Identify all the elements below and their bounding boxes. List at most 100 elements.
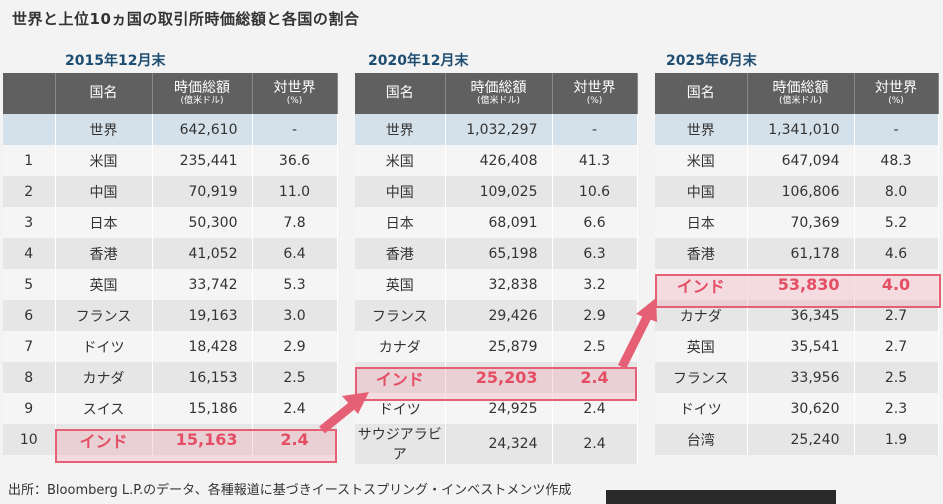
- table-row: 6 フランス 19,163 3.0: [3, 300, 338, 331]
- cell-country: フランス: [655, 362, 748, 393]
- cell-country: 米国: [55, 145, 153, 176]
- cell-share: 3.2: [552, 269, 638, 300]
- cell-cap: 109,025: [445, 176, 553, 207]
- header-share: 対世界 (%): [252, 73, 338, 114]
- cell-rank: 3: [3, 207, 56, 238]
- cell-share: 2.7: [854, 331, 939, 362]
- cell-cap: 33,956: [747, 362, 855, 393]
- cell-cap: 106,806: [747, 176, 855, 207]
- arrow-2020-to-2025: [617, 298, 657, 370]
- cell-country: 英国: [55, 269, 153, 300]
- cell-cap: 32,838: [445, 269, 553, 300]
- cell-share: 2.9: [252, 331, 338, 362]
- cell-cap: 18,428: [152, 331, 253, 362]
- cell-country: 香港: [355, 238, 446, 269]
- table-row: フランス 33,956 2.5: [655, 362, 939, 393]
- table-row: 4 香港 41,052 6.4: [3, 238, 338, 269]
- cell-share: 2.4: [552, 393, 638, 424]
- cell-share: -: [252, 114, 338, 145]
- cell-country: スイス: [55, 393, 153, 424]
- cell-cap: 15,186: [152, 393, 253, 424]
- cell-cap: 29,426: [445, 300, 553, 331]
- header-share: 対世界 (%): [854, 73, 939, 114]
- header-country: 国名: [355, 73, 446, 114]
- cell-country: ドイツ: [55, 331, 153, 362]
- table-row: 台湾 25,240 1.9: [655, 424, 939, 455]
- cell-share: 7.8: [252, 207, 338, 238]
- cell-share: 10.6: [552, 176, 638, 207]
- cell-country: 英国: [655, 331, 748, 362]
- cell-cap: 1,341,010: [747, 114, 855, 145]
- arrow-2015-to-2020: [319, 392, 369, 434]
- table-row: 英国 35,541 2.7: [655, 331, 939, 362]
- cell-share: 5.2: [854, 207, 939, 238]
- cell-rank: 5: [3, 269, 56, 300]
- period-label-2015: 2015年12月末: [65, 53, 166, 69]
- cell-cap: 235,441: [152, 145, 253, 176]
- cell-rank: 4: [3, 238, 56, 269]
- table-row: 香港 65,198 6.3: [355, 238, 638, 269]
- header-rank: [3, 73, 56, 114]
- presenter-video-thumbnail: [606, 490, 836, 504]
- cell-country: ドイツ: [655, 393, 748, 424]
- source-footnote: 出所：Bloomberg L.P.のデータ、各種報道に基づきイーストスプリング・…: [8, 483, 572, 498]
- table-row: 7 ドイツ 18,428 2.9: [3, 331, 338, 362]
- table-row: 英国 32,838 3.2: [355, 269, 638, 300]
- cell-cap: 50,300: [152, 207, 253, 238]
- cell-share: 2.5: [552, 331, 638, 362]
- cell-rank: 10: [3, 424, 56, 455]
- cell-cap: 24,324: [445, 424, 553, 464]
- cell-cap: 1,032,297: [445, 114, 553, 145]
- table-row: 5 英国 33,742 5.3: [3, 269, 338, 300]
- table-row: 8 カナダ 16,153 2.5: [3, 362, 338, 393]
- table-row: ドイツ 24,925 2.4: [355, 393, 638, 424]
- cell-share: 4.6: [854, 238, 939, 269]
- cell-share: 6.6: [552, 207, 638, 238]
- cell-cap: 642,610: [152, 114, 253, 145]
- cell-rank: 7: [3, 331, 56, 362]
- table-row: 香港 61,178 4.6: [655, 238, 939, 269]
- header-cap: 時価総額 (億米ドル): [445, 73, 553, 114]
- table-row: 1 米国 235,441 36.6: [3, 145, 338, 176]
- period-label-2020: 2020年12月末: [368, 53, 469, 69]
- cell-country: 香港: [55, 238, 153, 269]
- cell-country: 米国: [655, 145, 748, 176]
- table-header-row: 国名 時価総額 (億米ドル) 対世界 (%): [355, 73, 638, 114]
- india-highlight-box-2020: [355, 367, 637, 401]
- table-header-row: 国名 時価総額 (億米ドル) 対世界 (%): [3, 73, 338, 114]
- cell-country: 日本: [655, 207, 748, 238]
- cell-cap: 25,879: [445, 331, 553, 362]
- table-row: カナダ 25,879 2.5: [355, 331, 638, 362]
- cell-country: 米国: [355, 145, 446, 176]
- cell-cap: 19,163: [152, 300, 253, 331]
- cell-country: カナダ: [655, 300, 748, 331]
- cell-share: -: [854, 114, 939, 145]
- cell-share: 8.0: [854, 176, 939, 207]
- cell-cap: 30,620: [747, 393, 855, 424]
- table-header-row: 国名 時価総額 (億米ドル) 対世界 (%): [655, 73, 939, 114]
- cell-cap: 70,919: [152, 176, 253, 207]
- table-row-world: 世界 642,610 -: [3, 114, 338, 145]
- cell-share: 36.6: [252, 145, 338, 176]
- cell-rank: 8: [3, 362, 56, 393]
- table-row: 2 中国 70,919 11.0: [3, 176, 338, 207]
- header-cap: 時価総額 (億米ドル): [152, 73, 253, 114]
- cell-country: 中国: [55, 176, 153, 207]
- cell-cap: 61,178: [747, 238, 855, 269]
- table-row: 日本 70,369 5.2: [655, 207, 939, 238]
- cell-country: フランス: [55, 300, 153, 331]
- table-2020: 国名 時価総額 (億米ドル) 対世界 (%) 世界 1,032,297- 米国 426,…: [355, 73, 638, 464]
- cell-share: 41.3: [552, 145, 638, 176]
- table-row: ドイツ 30,620 2.3: [655, 393, 939, 424]
- table-row: フランス 29,426 2.9: [355, 300, 638, 331]
- period-label-2025: 2025年6月末: [666, 53, 757, 69]
- cell-country: フランス: [355, 300, 446, 331]
- cell-cap: 65,198: [445, 238, 553, 269]
- cell-country: カナダ: [355, 331, 446, 362]
- cell-share: 2.9: [552, 300, 638, 331]
- cell-cap: 25,240: [747, 424, 855, 455]
- cell-share: 2.7: [854, 300, 939, 331]
- table-row: 3 日本 50,300 7.8: [3, 207, 338, 238]
- cell-country: 日本: [55, 207, 153, 238]
- cell-share: 2.5: [252, 362, 338, 393]
